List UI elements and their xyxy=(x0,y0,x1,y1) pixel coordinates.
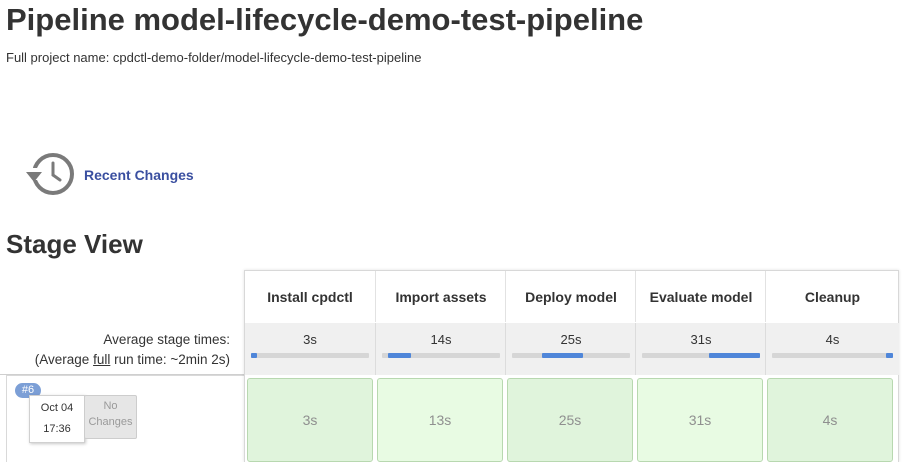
stage-cell-deploy-model[interactable]: 25s xyxy=(507,378,633,462)
avg-progress-fill xyxy=(885,353,893,358)
avg-progress-track xyxy=(772,353,893,358)
stage-cell-install-cpdctl[interactable]: 3s xyxy=(247,378,373,462)
no-changes-box[interactable]: No Changes xyxy=(84,395,137,439)
avg-cell-deploy-model: 25s xyxy=(505,323,636,375)
stage-header-install-cpdctl[interactable]: Install cpdctl xyxy=(267,288,353,305)
recent-changes-link[interactable]: Recent Changes xyxy=(24,150,194,200)
stage-header-import-assets[interactable]: Import assets xyxy=(375,271,506,322)
stage-grid: Install cpdctl Import assets Deploy mode… xyxy=(244,270,899,462)
avg-prefix: (Average xyxy=(34,352,94,367)
stage-cell-cleanup[interactable]: 4s xyxy=(767,378,893,462)
avg-suffix: run time: ~2min 2s) xyxy=(110,352,230,367)
avg-cell-import-assets: 14s xyxy=(375,323,506,375)
build-number-badge[interactable]: #6 xyxy=(15,383,41,398)
average-stage-times-text: Average stage times: xyxy=(103,332,230,347)
avg-progress-fill xyxy=(709,353,760,358)
avg-cell-evaluate-model: 31s xyxy=(635,323,766,375)
avg-time: 3s xyxy=(303,332,317,347)
avg-progress-fill xyxy=(251,353,257,358)
avg-time: 14s xyxy=(430,332,452,347)
average-full-run-time: (Average full run time: ~2min 2s) xyxy=(35,350,230,370)
average-times-label: Average stage times: (Average full run t… xyxy=(35,330,230,370)
avg-progress-track xyxy=(382,353,500,358)
stage-view-table: Average stage times: (Average full run t… xyxy=(0,270,902,462)
no-changes-line1: No xyxy=(103,400,118,412)
build-date: Oct 04 xyxy=(40,402,74,414)
avg-progress-track xyxy=(512,353,630,358)
full-run-link[interactable]: full xyxy=(93,352,111,367)
history-clock-icon xyxy=(26,153,74,195)
page-title: Pipeline model-lifecycle-demo-test-pipel… xyxy=(6,2,644,37)
stage-cell-evaluate-model[interactable]: 31s xyxy=(637,378,763,462)
build-time: 17:36 xyxy=(43,423,71,435)
avg-progress-fill xyxy=(387,353,412,358)
avg-time: 31s xyxy=(690,332,712,347)
stage-header-deploy-model[interactable]: Deploy model xyxy=(505,271,636,322)
full-project-name: Full project name: cpdctl-demo-folder/mo… xyxy=(6,50,422,65)
avg-progress-track xyxy=(642,353,760,358)
avg-cell-cleanup: 4s xyxy=(765,323,899,375)
run-row-separator xyxy=(0,374,244,375)
avg-progress-track xyxy=(251,353,369,358)
recent-changes-label: Recent Changes xyxy=(84,167,194,183)
stage-header-cleanup[interactable]: Cleanup xyxy=(765,271,899,322)
no-changes-line2: Changes xyxy=(88,416,133,428)
avg-progress-fill xyxy=(541,353,583,358)
build-date-card[interactable]: Oct 04 17:36 xyxy=(29,395,85,443)
stage-view-title: Stage View xyxy=(6,229,143,259)
avg-cell-install-cpdctl: 3s xyxy=(245,323,375,375)
avg-time: 4s xyxy=(825,332,840,347)
stage-cell-import-assets[interactable]: 13s xyxy=(377,378,503,462)
stage-header-evaluate-model[interactable]: Evaluate model xyxy=(635,271,766,322)
avg-time: 25s xyxy=(560,332,582,347)
